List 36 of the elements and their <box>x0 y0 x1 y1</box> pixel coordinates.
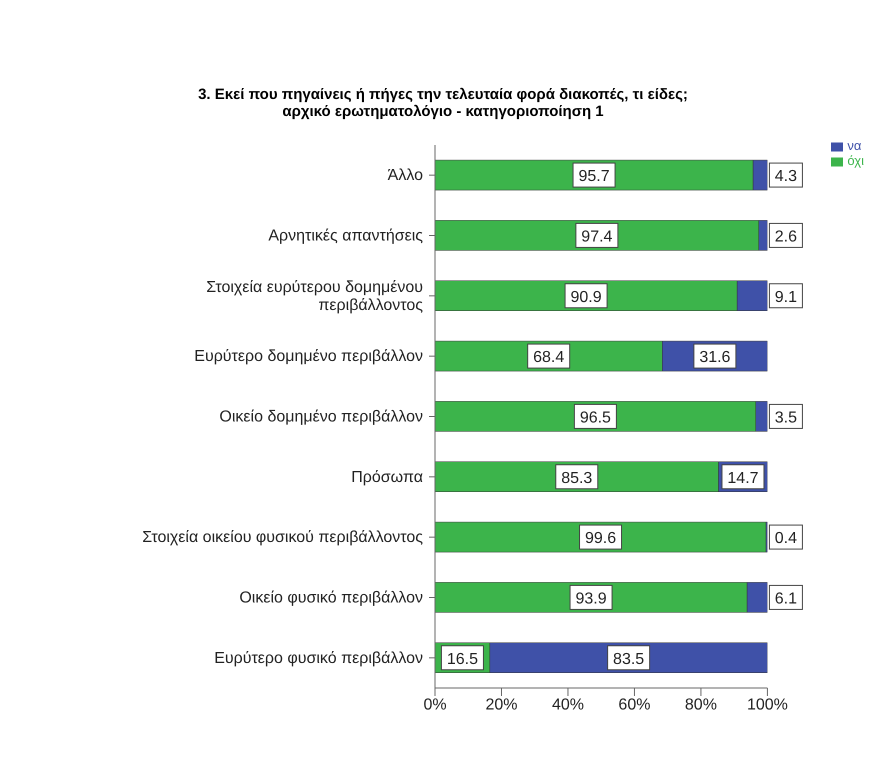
data-label: 99.6 <box>584 530 616 548</box>
y-tick-label: Στοιχεία ευρύτερου δομημένου περιβάλλοντος <box>206 278 424 314</box>
y-tick-label: Αρνητικές απαντήσεις <box>268 228 424 244</box>
x-tick-label: 100% <box>746 696 788 714</box>
data-label: 14.7 <box>727 470 759 487</box>
y-tick-label: Ευρύτερο δομημένο περιβάλλον <box>194 348 423 366</box>
data-label: 95.7 <box>578 168 610 186</box>
data-label: 96.5 <box>580 409 612 426</box>
y-tick-label: Στοιχεία οικείου φυσικού περιβάλλοντος <box>142 529 424 546</box>
data-label: 16.5 <box>446 650 478 668</box>
x-tick-label: 0% <box>423 696 447 714</box>
data-label: 31.6 <box>699 349 731 366</box>
y-tick-label: Ευρύτερο φυσικό περιβάλλον <box>214 650 423 667</box>
legend-label: όχι <box>847 153 864 168</box>
y-tick-label: Πρόσωπα <box>351 468 423 486</box>
data-label: 2.6 <box>774 228 798 246</box>
data-label: 6.1 <box>774 590 798 608</box>
chart-title: 3. Εκεί που πηγαίνεις ή πήγες την τελευταία φορά διακοπές, τι είδες; αρχικό ερωτηματολόγιο - κατηγοριοποίηση 1 <box>197 86 689 120</box>
x-tick-label: 20% <box>485 696 518 714</box>
x-tick-label: 60% <box>618 696 650 714</box>
legend-label: να <box>847 138 862 153</box>
data-label: 4.3 <box>774 168 798 186</box>
data-label: 68.4 <box>533 349 564 366</box>
y-tick-label: Οικείο δομημένο περιβάλλον <box>219 408 423 426</box>
data-label: 97.4 <box>581 228 613 246</box>
data-label: 93.9 <box>575 590 607 608</box>
data-label: 90.9 <box>570 288 602 306</box>
x-tick-label: 40% <box>552 696 584 714</box>
y-tick-label: Οικείο φυσικό περιβάλλον <box>239 590 423 606</box>
data-label: 83.5 <box>613 650 644 668</box>
x-tick-label: 80% <box>684 696 717 714</box>
data-label: 3.5 <box>774 409 798 426</box>
data-label: 85.3 <box>561 470 592 487</box>
y-tick-label: Άλλο <box>388 167 424 184</box>
data-label: 9.1 <box>774 288 798 306</box>
data-label: 0.4 <box>774 530 798 548</box>
